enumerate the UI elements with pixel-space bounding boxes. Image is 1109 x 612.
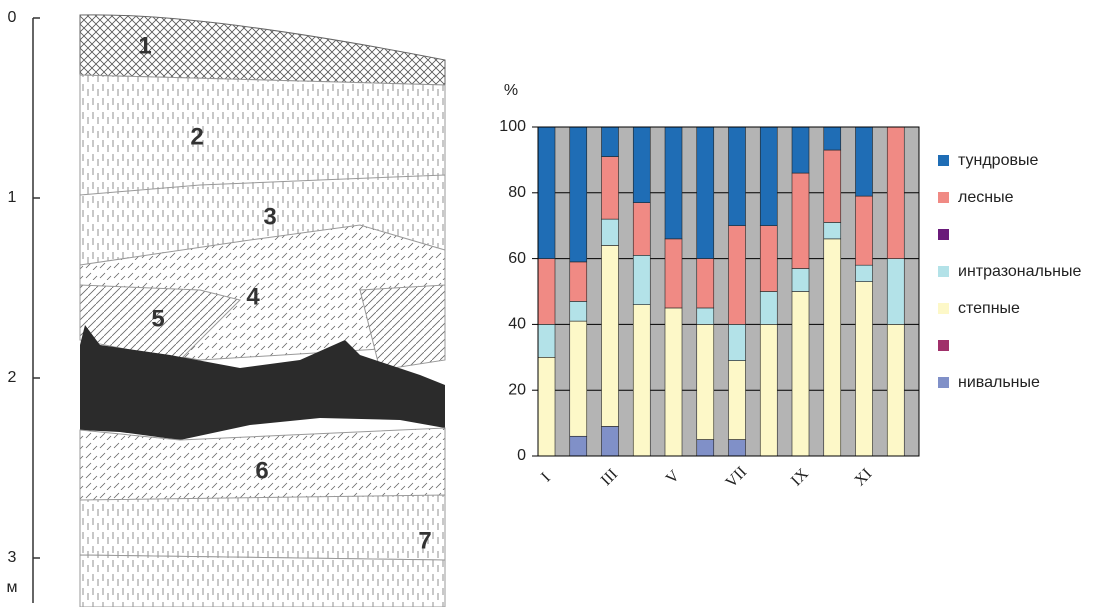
x-tick-label: VII (723, 464, 751, 492)
y-tick-label: 0 (517, 447, 526, 464)
layer-label: 2 (190, 123, 203, 150)
bar-segment (760, 226, 777, 292)
bar-segment (760, 292, 777, 325)
bar-segment (760, 324, 777, 456)
bar-segment (697, 324, 714, 439)
figure: 0123м1234567020406080100%IIIIVVIIIXXIтун… (0, 0, 1109, 607)
legend-swatch (938, 340, 949, 351)
bar-segment (697, 440, 714, 456)
bar-segment (570, 436, 587, 456)
bar-segment (602, 157, 619, 220)
y-tick-label: 1 (8, 189, 17, 206)
x-tick-label: I (538, 470, 554, 486)
legend-swatch (938, 192, 949, 203)
legend-swatch (938, 155, 949, 166)
y-tick-label: 3 (8, 549, 17, 566)
bar-segment (760, 127, 777, 226)
y-tick-label: 0 (8, 9, 17, 26)
legend-swatch (938, 266, 949, 277)
bar-segment (729, 226, 746, 325)
bar-segment (824, 150, 841, 222)
bar-segment (665, 308, 682, 456)
layer-label: 6 (255, 457, 268, 484)
y-tick-label: 2 (8, 369, 17, 386)
bar-segment (602, 245, 619, 426)
legend-label: тундровые (958, 152, 1038, 169)
bar-segment (633, 255, 650, 304)
x-tick-label: III (598, 466, 621, 489)
bar-segment (538, 324, 555, 357)
bar-segment (633, 305, 650, 456)
x-tick-label: XI (851, 465, 875, 489)
bar-segment (570, 321, 587, 436)
bar-segment (792, 268, 809, 291)
section-drawing (80, 15, 445, 607)
bar-segment (887, 127, 904, 259)
x-tick-label: IX (788, 465, 812, 489)
bar-segment (729, 440, 746, 456)
bar-segment (665, 127, 682, 239)
y-tick-label: 20 (508, 381, 526, 398)
y-tick-label: 40 (508, 316, 526, 333)
layer-label: 3 (263, 203, 276, 230)
bar-segment (697, 259, 714, 308)
bar-segment (570, 301, 587, 321)
y-axis-label: % (504, 82, 518, 99)
bar-segment (856, 282, 873, 456)
bar-segment (570, 127, 587, 262)
bar-segment (633, 127, 650, 203)
bar-segment (887, 259, 904, 325)
bar-segment (792, 173, 809, 268)
layer-label: 4 (246, 283, 260, 310)
bar-segment (697, 308, 714, 324)
bar-segment (792, 292, 809, 457)
bar-segment (538, 357, 555, 456)
bar-segment (633, 203, 650, 256)
bar-segment (602, 127, 619, 157)
legend-label: степные (958, 300, 1020, 317)
bar-segment (729, 324, 746, 360)
bar-segment (538, 127, 555, 259)
bar-segment (602, 426, 619, 456)
bar-segment (729, 361, 746, 440)
layer-label: 1 (138, 32, 151, 59)
layer-label: 5 (151, 305, 164, 332)
x-tick-label: V (663, 467, 684, 488)
bar-segment (824, 222, 841, 238)
legend-label: интразональные (958, 263, 1082, 280)
legend-swatch (938, 377, 949, 388)
bar-segment (538, 259, 555, 325)
legend-label: лесные (958, 189, 1014, 206)
y-tick-label: 100 (499, 118, 526, 135)
bar-segment (856, 127, 873, 196)
bar-segment (792, 127, 809, 173)
layer-label: 7 (418, 527, 431, 554)
bar-segment (856, 265, 873, 281)
bar-segment (570, 262, 587, 301)
bar-segment (697, 127, 714, 259)
bar-segment (824, 239, 841, 456)
legend-swatch (938, 303, 949, 314)
legend-label: нивальные (958, 374, 1040, 391)
bar-segment (856, 196, 873, 265)
legend-swatch (938, 229, 949, 240)
y-tick-label: 80 (508, 184, 526, 201)
bar-segment (602, 219, 619, 245)
y-tick-label: 60 (508, 250, 526, 267)
bar-segment (665, 239, 682, 308)
bar-segment (887, 324, 904, 456)
y-axis-label: м (7, 579, 18, 596)
bar-segment (824, 127, 841, 150)
bar-segment (729, 127, 746, 226)
